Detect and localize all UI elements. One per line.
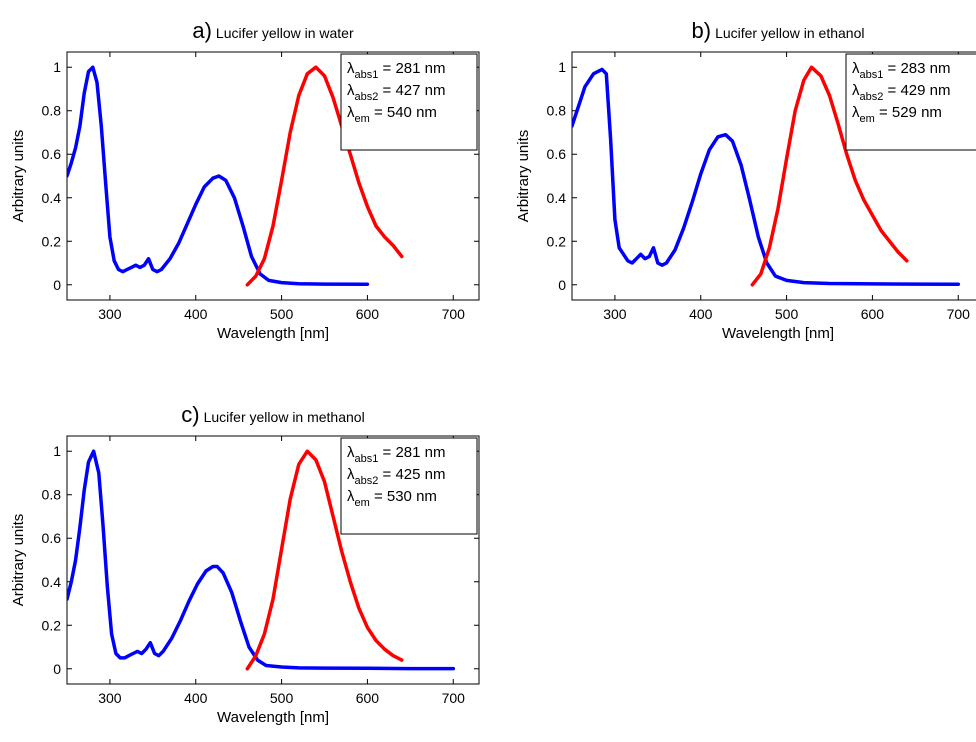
annotation-box xyxy=(340,53,478,151)
x-tick-label: 700 xyxy=(442,690,466,706)
y-tick-label: 1 xyxy=(558,59,566,75)
panel-title: Lucifer yellow in methanol xyxy=(204,409,365,425)
annotation-line: λabs1 = 281 nm xyxy=(347,60,446,81)
annotation-line: λem = 530 nm xyxy=(347,488,437,509)
annotation-value: = 281 nm xyxy=(378,60,445,77)
lambda-symbol: λ xyxy=(347,104,355,121)
panel-letter: a) xyxy=(192,18,212,43)
y-tick-label: 0.6 xyxy=(42,146,62,162)
y-tick-label: 0.4 xyxy=(42,190,62,206)
x-tick-label: 400 xyxy=(184,690,208,706)
y-tick-label: 0.6 xyxy=(547,146,567,162)
x-axis-label: Wavelength [nm] xyxy=(722,325,834,342)
annotation-subscript: em xyxy=(355,497,370,509)
annotation-line: λabs1 = 281 nm xyxy=(347,444,446,465)
x-tick-label: 600 xyxy=(861,306,885,322)
annotation-subscript: abs2 xyxy=(860,91,884,103)
series-line-1 xyxy=(572,67,961,287)
x-tick-label: 600 xyxy=(356,690,380,706)
annotation-line: λabs2 = 425 nm xyxy=(347,466,446,487)
annotation-value: = 425 nm xyxy=(378,466,445,483)
series-line-2 xyxy=(750,65,909,287)
lambda-symbol: λ xyxy=(347,82,355,99)
annotation-value: = 530 nm xyxy=(370,488,437,505)
panel-letter: c) xyxy=(181,402,199,427)
y-tick-label: 0.4 xyxy=(547,190,567,206)
x-tick-label: 400 xyxy=(184,306,208,322)
annotation-box xyxy=(340,437,478,535)
annotation-line: λabs2 = 427 nm xyxy=(347,82,446,103)
y-axis-label: Arbitrary units xyxy=(10,130,27,223)
x-axis-label: Wavelength [nm] xyxy=(217,325,329,342)
annotation-value: = 429 nm xyxy=(883,82,950,99)
series-line-2 xyxy=(245,449,404,671)
y-axis-label: Arbitrary units xyxy=(10,514,27,607)
annotation-line: λabs1 = 283 nm xyxy=(852,60,951,81)
chart-panel-2: 300 400 500 600 700 0 0.2 0.4 0.6 0.8 1 Wavelength … xyxy=(515,18,976,342)
y-axis-label: Arbitrary units xyxy=(515,130,532,223)
x-tick-label: 300 xyxy=(603,306,627,322)
chart-panel-1: 300 400 500 600 700 0 0.2 0.4 0.6 0.8 1 Wavelength … xyxy=(10,18,480,342)
y-tick-label: 0.2 xyxy=(42,233,62,249)
y-tick-label: 0 xyxy=(558,277,566,293)
lambda-symbol: λ xyxy=(852,60,860,77)
annotation-subscript: em xyxy=(860,113,875,125)
annotation-line: λem = 540 nm xyxy=(347,104,437,125)
y-tick-label: 1 xyxy=(53,443,61,459)
x-tick-label: 300 xyxy=(98,306,122,322)
annotation-subscript: abs2 xyxy=(355,91,379,103)
x-tick-label: 700 xyxy=(947,306,971,322)
chart-title: a) Lucifer yellow in water xyxy=(192,18,354,43)
x-tick-label: 500 xyxy=(270,306,294,322)
lambda-symbol: λ xyxy=(347,466,355,483)
chart-title: b) Lucifer yellow in ethanol xyxy=(692,18,865,43)
annotation-value: = 529 nm xyxy=(875,104,942,121)
annotation-box xyxy=(845,53,976,151)
lambda-symbol: λ xyxy=(347,444,355,461)
lambda-symbol: λ xyxy=(852,82,860,99)
y-tick-label: 0.2 xyxy=(547,233,567,249)
annotation-value: = 281 nm xyxy=(378,444,445,461)
y-tick-label: 0.6 xyxy=(42,530,62,546)
y-tick-label: 0 xyxy=(53,277,61,293)
y-tick-label: 1 xyxy=(53,59,61,75)
series-line-1 xyxy=(67,449,456,671)
annotation-value: = 427 nm xyxy=(378,82,445,99)
annotation-value: = 283 nm xyxy=(883,60,950,77)
y-tick-label: 0.4 xyxy=(42,574,62,590)
annotation-subscript: abs2 xyxy=(355,475,379,487)
annotation-subscript: abs1 xyxy=(355,453,379,465)
y-tick-label: 0.8 xyxy=(42,103,62,119)
annotation-subscript: abs1 xyxy=(355,69,379,81)
y-tick-label: 0.8 xyxy=(547,103,567,119)
x-tick-label: 300 xyxy=(98,690,122,706)
y-tick-label: 0.8 xyxy=(42,487,62,503)
y-tick-label: 0.2 xyxy=(42,617,62,633)
lambda-symbol: λ xyxy=(852,104,860,121)
panel-title: Lucifer yellow in water xyxy=(216,25,354,41)
chart-panel-3: 300 400 500 600 700 0 0.2 0.4 0.6 0.8 1 Wavelength … xyxy=(10,402,480,726)
annotation-subscript: em xyxy=(355,113,370,125)
series-line-2 xyxy=(245,65,404,287)
annotation-line: λem = 529 nm xyxy=(852,104,942,125)
x-tick-label: 400 xyxy=(689,306,713,322)
x-axis-label: Wavelength [nm] xyxy=(217,709,329,726)
chart-title: c) Lucifer yellow in methanol xyxy=(181,402,364,427)
lambda-symbol: λ xyxy=(347,60,355,77)
x-tick-label: 600 xyxy=(356,306,380,322)
annotation-value: = 540 nm xyxy=(370,104,437,121)
panel-title: Lucifer yellow in ethanol xyxy=(715,25,864,41)
x-tick-label: 500 xyxy=(270,690,294,706)
lambda-symbol: λ xyxy=(347,488,355,505)
panel-letter: b) xyxy=(692,18,712,43)
series-line-1 xyxy=(67,65,370,287)
axes-frame xyxy=(571,51,976,301)
annotation-line: λabs2 = 429 nm xyxy=(852,82,951,103)
axes-frame xyxy=(66,435,480,685)
y-tick-label: 0 xyxy=(53,661,61,677)
x-tick-label: 500 xyxy=(775,306,799,322)
annotation-subscript: abs1 xyxy=(860,69,884,81)
x-tick-label: 700 xyxy=(442,306,466,322)
